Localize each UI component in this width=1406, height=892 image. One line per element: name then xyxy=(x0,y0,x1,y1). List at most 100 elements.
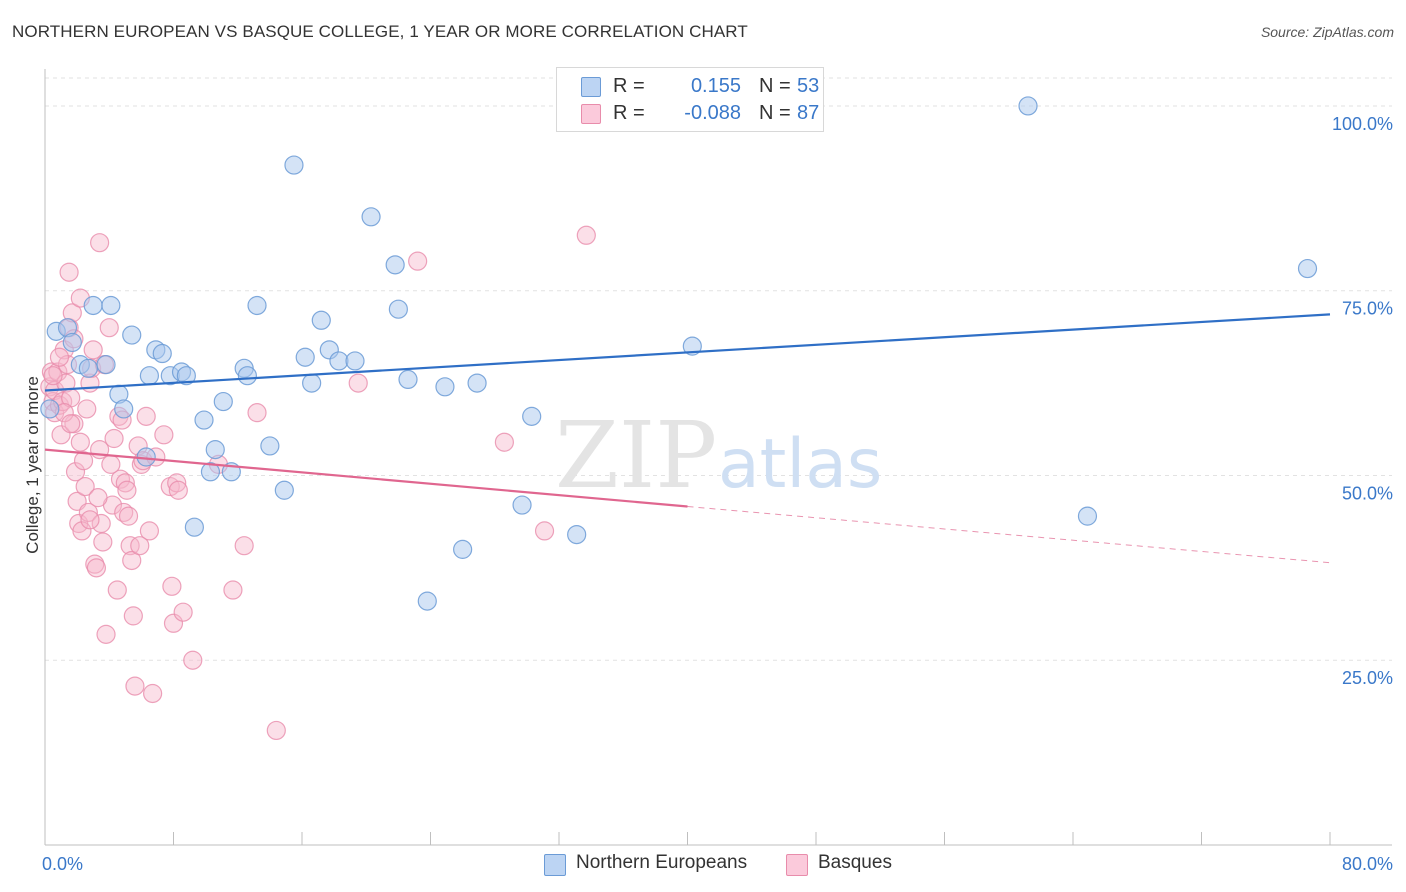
basques-point xyxy=(101,454,121,474)
northern-europeans-point xyxy=(682,336,702,356)
watermark-atlas: atlas xyxy=(718,425,882,504)
basques-point xyxy=(168,480,188,500)
northern-europeans-point xyxy=(247,295,267,316)
y-tick-label: 75.0% xyxy=(1342,299,1393,319)
basques-point xyxy=(83,340,103,360)
basques-point xyxy=(494,432,514,452)
series-legend: Northern Europeans Basques xyxy=(0,852,1406,878)
basques-point xyxy=(86,558,107,578)
n-value: 87 xyxy=(797,102,820,124)
basques-point xyxy=(173,602,193,622)
y-tick-label: 50.0% xyxy=(1342,483,1393,503)
y-axis-label-wrap: College, 1 year or more xyxy=(18,376,48,554)
basques-point xyxy=(125,676,145,696)
basques-trend-extension xyxy=(687,506,1331,564)
basques-point xyxy=(61,414,81,434)
northern-europeans-point xyxy=(176,366,196,386)
basques-point xyxy=(96,624,116,644)
basques-point xyxy=(118,506,139,526)
basques-point xyxy=(59,262,79,282)
basques-point xyxy=(139,521,160,541)
basques-point xyxy=(51,425,71,445)
legend-label: Northern Europeans xyxy=(576,852,748,873)
basques-point xyxy=(120,536,140,556)
basques-point xyxy=(143,683,163,704)
northern-europeans-point xyxy=(83,295,103,316)
northern-europeans-point xyxy=(205,440,225,460)
basques-point xyxy=(107,580,127,600)
northern-europeans-point xyxy=(274,480,294,500)
basques-point xyxy=(122,550,142,571)
n-label: N = xyxy=(759,102,791,124)
northern-europeans-point xyxy=(311,310,331,330)
northern-europeans-point xyxy=(1018,96,1038,116)
trend-lines xyxy=(44,313,1331,564)
basques-point xyxy=(88,488,108,508)
basques-point xyxy=(163,613,184,633)
basques-point xyxy=(43,366,63,386)
basques-point xyxy=(72,521,92,541)
correlation-legend: R = 0.155 N = 53 R = -0.088 N = 87 xyxy=(556,67,824,132)
basques-point xyxy=(99,318,119,338)
basques-trend-line xyxy=(44,448,688,508)
basques-point xyxy=(91,513,111,534)
northern-europeans-point xyxy=(329,351,349,371)
pink-swatch xyxy=(581,104,601,124)
northern-europeans-point xyxy=(40,399,60,419)
northern-europeans-point xyxy=(522,406,542,426)
northern-europeans-points xyxy=(40,85,1318,611)
northern-europeans-point xyxy=(184,517,204,537)
r-label: R = xyxy=(613,102,645,124)
y-tick-label: 100.0% xyxy=(1332,114,1393,134)
basques-point xyxy=(348,373,368,393)
northern-europeans-point xyxy=(78,358,98,378)
northern-europeans-point xyxy=(417,591,437,611)
northern-europeans-point xyxy=(435,377,455,397)
basques-point xyxy=(136,406,156,426)
tick-labels: 25.0% 50.0% 75.0% 100.0% 0.0% 80.0% xyxy=(42,114,1393,874)
basques-point xyxy=(247,403,267,423)
basques-point xyxy=(154,425,174,445)
blue-swatch xyxy=(581,77,601,97)
northern-europeans-point xyxy=(101,295,121,316)
basques-point xyxy=(80,510,100,530)
northern-europeans-point xyxy=(512,495,532,515)
basques-point xyxy=(162,576,182,596)
basques-point xyxy=(534,521,555,541)
northern-europeans-point xyxy=(1297,258,1318,279)
northern-europeans-point xyxy=(213,391,233,412)
watermark-zip: ZIP xyxy=(555,402,717,509)
northern-europeans-point xyxy=(295,347,315,367)
basques-points xyxy=(40,225,596,741)
northern-europeans-point xyxy=(361,207,381,227)
northern-europeans-point xyxy=(260,436,280,456)
r-label: R = xyxy=(613,75,645,97)
basques-point xyxy=(117,480,137,500)
x-tick-label-min: 0.0% xyxy=(42,854,83,874)
northern-europeans-point xyxy=(194,410,214,430)
northern-europeans-point xyxy=(284,155,304,175)
basques-point xyxy=(93,532,113,552)
northern-europeans-point xyxy=(96,355,116,375)
axes xyxy=(44,69,1392,846)
northern-europeans-point xyxy=(62,332,82,353)
northern-europeans-point xyxy=(467,373,487,393)
r-value: 0.155 xyxy=(690,75,741,97)
basques-point xyxy=(77,399,97,419)
basques-point xyxy=(130,536,150,556)
basques-point xyxy=(123,606,143,626)
northern-europeans-point xyxy=(453,539,473,559)
basques-point xyxy=(49,347,70,367)
r-value: -0.088 xyxy=(684,102,741,124)
source-credit: Source: ZipAtlas.com xyxy=(1260,24,1394,40)
basques-point xyxy=(90,233,110,253)
northern-europeans-trend-line xyxy=(44,313,1331,392)
northern-europeans-point xyxy=(237,366,257,386)
basques-point xyxy=(78,502,98,523)
basques-point xyxy=(576,225,596,245)
northern-europeans-point xyxy=(345,351,365,371)
basques-point xyxy=(167,473,187,493)
northern-europeans-point xyxy=(398,369,418,389)
y-axis-label: College, 1 year or more xyxy=(23,376,42,554)
basques-point xyxy=(70,432,90,452)
